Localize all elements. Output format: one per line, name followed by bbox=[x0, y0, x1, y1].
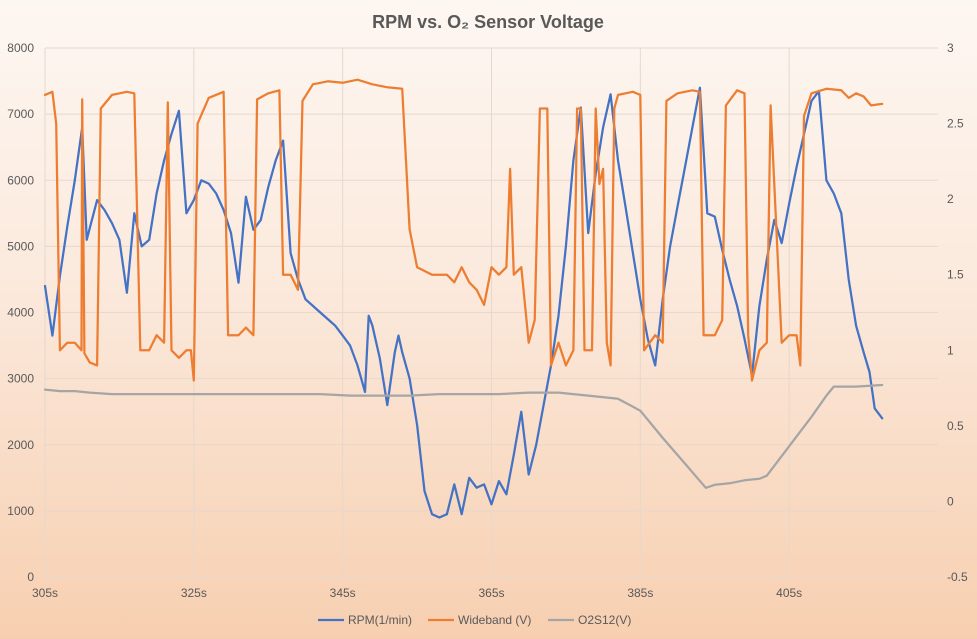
x-tick-label: 405s bbox=[776, 586, 802, 600]
legend-item: Wideband (V) bbox=[428, 613, 531, 627]
y-left-tick-label: 2000 bbox=[7, 438, 34, 452]
x-tick-label: 325s bbox=[181, 586, 207, 600]
y-left-tick-label: 4000 bbox=[7, 306, 34, 320]
legend-item: RPM(1/min) bbox=[318, 613, 412, 627]
y-right-tick-label: 1.5 bbox=[947, 268, 964, 282]
x-tick-label: 385s bbox=[627, 586, 653, 600]
y-right-tick-label: 3 bbox=[947, 41, 954, 55]
y-left-tick-label: 8000 bbox=[7, 41, 34, 55]
legend-label: O2S12(V) bbox=[578, 613, 631, 627]
y-left-tick-label: 3000 bbox=[7, 372, 34, 386]
chart-title: RPM vs. O₂ Sensor Voltage bbox=[372, 12, 604, 32]
series-line-wideband-v bbox=[43, 78, 884, 382]
x-tick-label: 305s bbox=[32, 586, 58, 600]
legend-label: Wideband (V) bbox=[458, 613, 531, 627]
y-right-tick-label: 0.5 bbox=[947, 419, 964, 433]
y-right-tick-label: 2 bbox=[947, 192, 954, 206]
grid-layer bbox=[44, 47, 938, 578]
series-line-o2s12-v bbox=[43, 383, 884, 489]
series-layer bbox=[43, 78, 884, 519]
axis-layer: 0 1000 2000 3000 4000 5000 6000 7000 8000 305s 325… bbox=[7, 41, 968, 600]
y-left-tick-label: 7000 bbox=[7, 107, 34, 121]
y-left-tick-label: 1000 bbox=[7, 504, 34, 518]
y-right-tick-label: 2.5 bbox=[947, 117, 964, 131]
series-line-rpm-1-min bbox=[43, 86, 884, 519]
legend-label: RPM(1/min) bbox=[348, 613, 412, 627]
legend: RPM(1/min) Wideband (V) O2S12(V) bbox=[318, 613, 631, 627]
legend-item: O2S12(V) bbox=[548, 613, 631, 627]
y-left-tick-label: 0 bbox=[27, 570, 34, 584]
y-right-tick-label: 1 bbox=[947, 343, 954, 357]
y-right-tick-label: 0 bbox=[947, 494, 954, 508]
x-tick-label: 345s bbox=[330, 586, 356, 600]
y-right-tick-label: -0.5 bbox=[947, 570, 968, 584]
y-left-tick-label: 5000 bbox=[7, 239, 34, 253]
y-left-tick-label: 6000 bbox=[7, 173, 34, 187]
x-tick-label: 365s bbox=[478, 586, 504, 600]
